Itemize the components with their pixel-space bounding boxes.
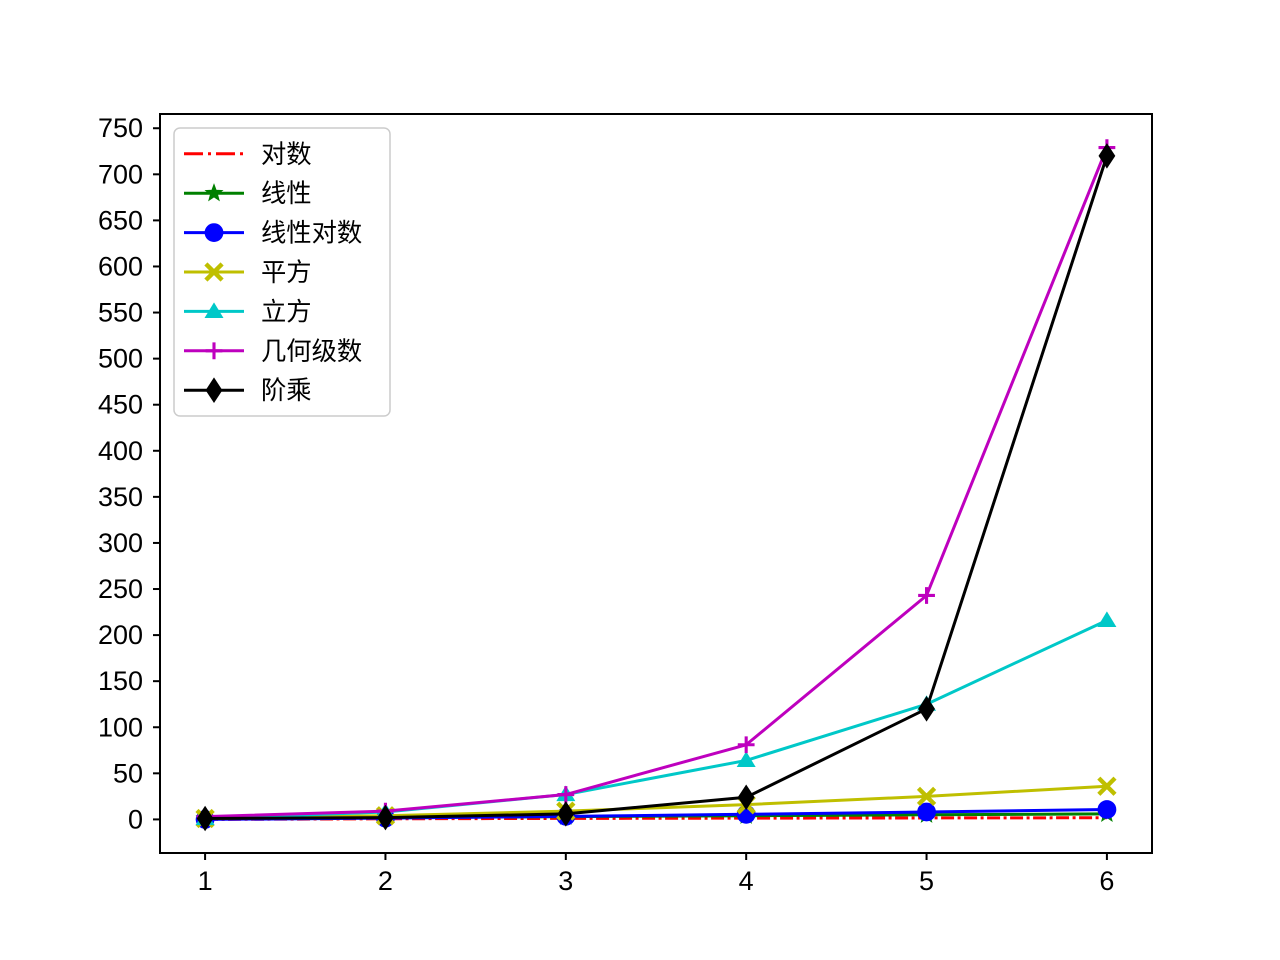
svg-text:550: 550: [98, 298, 143, 328]
svg-text:4: 4: [739, 866, 754, 896]
svg-text:2: 2: [378, 866, 393, 896]
svg-text:6: 6: [1099, 866, 1114, 896]
svg-text:150: 150: [98, 666, 143, 696]
svg-text:200: 200: [98, 620, 143, 650]
svg-text:700: 700: [98, 159, 143, 189]
svg-text:线性对数: 线性对数: [261, 220, 362, 248]
svg-text:1: 1: [198, 866, 213, 896]
svg-text:50: 50: [113, 758, 143, 788]
svg-text:600: 600: [98, 251, 143, 281]
svg-text:3: 3: [558, 866, 573, 896]
svg-text:750: 750: [98, 113, 143, 143]
svg-text:400: 400: [98, 436, 143, 466]
svg-text:500: 500: [98, 344, 143, 374]
svg-text:650: 650: [98, 205, 143, 235]
svg-text:100: 100: [98, 712, 143, 742]
svg-text:立方: 立方: [261, 298, 312, 326]
svg-text:平方: 平方: [261, 259, 312, 287]
svg-text:0: 0: [128, 804, 143, 834]
svg-text:250: 250: [98, 574, 143, 604]
svg-text:450: 450: [98, 390, 143, 420]
svg-text:阶乘: 阶乘: [261, 377, 312, 405]
svg-text:线性: 线性: [261, 180, 312, 208]
svg-text:350: 350: [98, 482, 143, 512]
svg-text:300: 300: [98, 528, 143, 558]
svg-text:5: 5: [919, 866, 934, 896]
svg-text:几何级数: 几何级数: [261, 338, 362, 366]
svg-text:对数: 对数: [261, 141, 312, 169]
